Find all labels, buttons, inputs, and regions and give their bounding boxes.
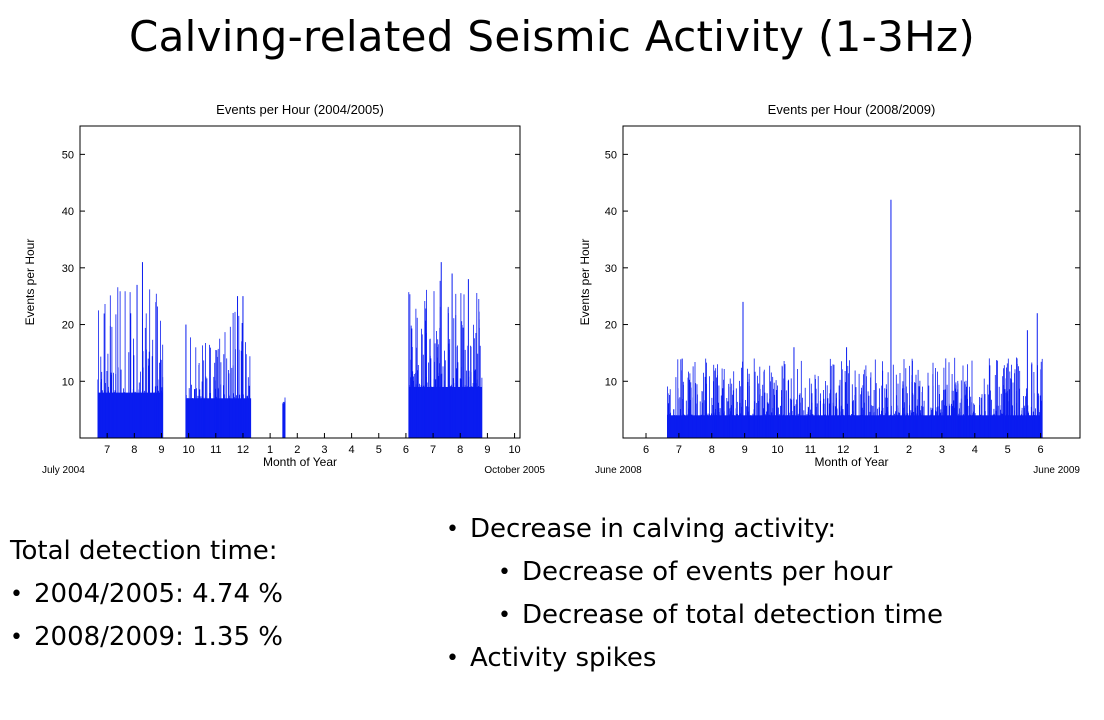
y-axis-label: Events per Hour (578, 239, 592, 326)
x-tick-label: 10 (508, 444, 520, 456)
x-tick-label: 2 (906, 444, 912, 456)
x-tick-label: 10 (771, 444, 783, 456)
x-tick-label: 6 (403, 444, 409, 456)
bar-series (97, 262, 483, 438)
x-tick-label: 3 (939, 444, 945, 456)
x-tick-label: 9 (742, 444, 748, 456)
y-tick-label: 10 (62, 376, 74, 388)
bar-series (667, 199, 1043, 438)
detection-time-box: Total detection time: 2004/2005: 4.74 % … (10, 530, 283, 659)
finding-events-decrease: Decrease of events per hour (498, 551, 943, 594)
y-tick-label: 10 (605, 376, 617, 388)
x-tick-label: 9 (158, 444, 164, 456)
x-tick-label: 1 (267, 444, 273, 456)
chart-2008-2009-svg: Events per Hour (2008/2009) 10 20 30 40 50 6 7 8… (578, 102, 1081, 476)
detection-time-item-2008: 2008/2009: 1.35 % (10, 616, 283, 659)
end-date-label: October 2005 (484, 465, 545, 476)
detection-time-heading: Total detection time: (10, 536, 278, 566)
x-tick-label: 10 (183, 444, 195, 456)
chart-title: Events per Hour (2008/2009) (768, 102, 936, 117)
x-tick-label: 8 (457, 444, 463, 456)
start-date-label: July 2004 (42, 465, 85, 476)
finding-activity-spikes: Activity spikes (446, 637, 943, 680)
x-tick-label: 8 (709, 444, 715, 456)
x-tick-label: 7 (676, 444, 682, 456)
x-tick-label: 2 (294, 444, 300, 456)
y-tick-label: 50 (605, 149, 617, 161)
y-tick-label: 20 (605, 320, 617, 332)
detection-time-item-2004: 2004/2005: 4.74 % (10, 573, 283, 616)
x-tick-label: 6 (1037, 444, 1043, 456)
y-tick-label: 20 (62, 320, 74, 332)
y-tick-label: 40 (605, 206, 617, 218)
x-tick-label: 1 (873, 444, 879, 456)
chart-2008-2009: Events per Hour (2008/2009) 10 20 30 40 50 6 7 8… (575, 98, 1095, 483)
end-date-label: June 2009 (1033, 465, 1080, 476)
plot-frame (622, 125, 1081, 439)
y-axis-label: Events per Hour (23, 239, 37, 326)
x-tick-label: 4 (972, 444, 978, 456)
x-tick-label: 6 (643, 444, 649, 456)
finding-calving-decrease: Decrease in calving activity: (446, 508, 943, 551)
chart-2004-2005-svg: Events per Hour (2004/2005) 10 20 30 40 50 7 8 9… (23, 102, 545, 476)
findings-box: Decrease in calving activity: Decrease o… (446, 508, 943, 680)
y-tick-label: 40 (62, 206, 74, 218)
x-tick-label: 12 (237, 444, 249, 456)
y-tick-label: 50 (62, 149, 74, 161)
x-tick-label: 3 (321, 444, 327, 456)
x-tick-label: 5 (376, 444, 382, 456)
chart-2004-2005: Events per Hour (2004/2005) 10 20 30 40 50 7 8 9… (20, 98, 550, 483)
x-tick-label: 7 (104, 444, 110, 456)
x-axis-label: Month of Year (814, 455, 888, 469)
x-tick-label: 7 (430, 444, 436, 456)
start-date-label: June 2008 (595, 465, 642, 476)
slide-title: Calving-related Seismic Activity (1-3Hz) (128, 12, 976, 61)
y-tick-label: 30 (62, 263, 74, 275)
chart-title: Events per Hour (2004/2005) (216, 102, 384, 117)
y-tick-label: 30 (605, 263, 617, 275)
x-tick-label: 11 (805, 444, 816, 456)
x-tick-label: 4 (349, 444, 355, 456)
x-tick-label: 9 (484, 444, 490, 456)
x-tick-label: 11 (210, 444, 221, 456)
plot-frame (79, 125, 521, 439)
x-tick-label: 5 (1005, 444, 1011, 456)
x-tick-label: 12 (837, 444, 849, 456)
x-axis-label: Month of Year (263, 455, 337, 469)
finding-detection-decrease: Decrease of total detection time (498, 594, 943, 637)
x-tick-label: 8 (131, 444, 137, 456)
